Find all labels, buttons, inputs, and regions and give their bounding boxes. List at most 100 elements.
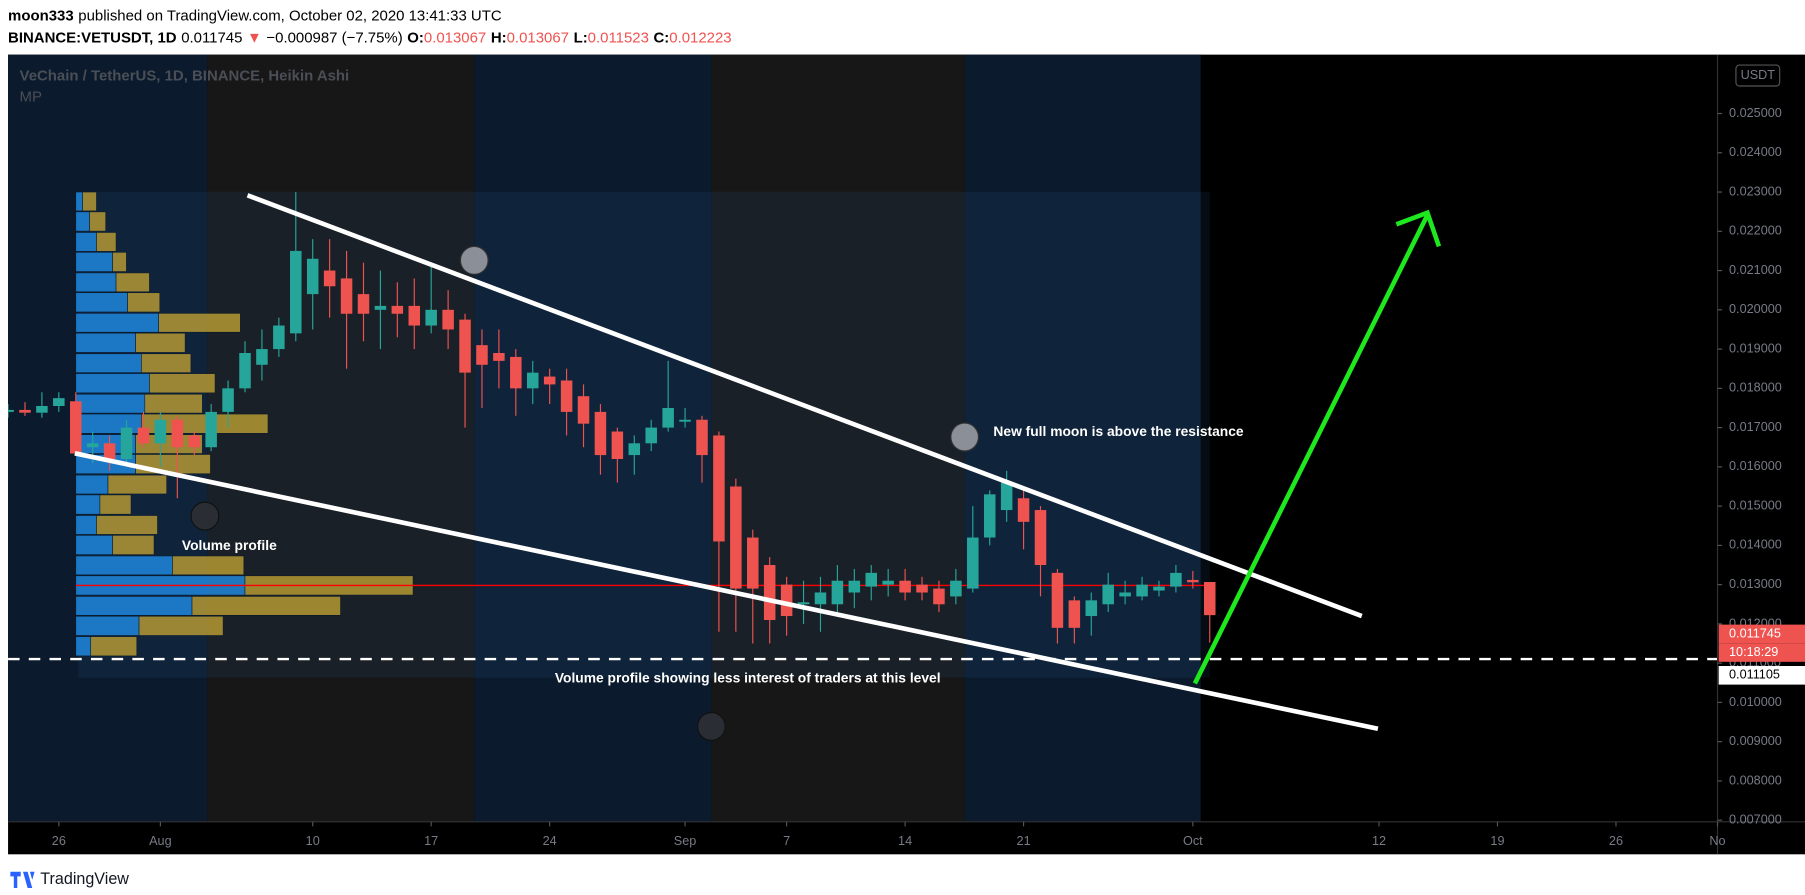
candle-body [476, 345, 488, 365]
profile-down [135, 434, 203, 454]
y-tick-label: 0.009000 [1729, 733, 1782, 748]
x-tick-label: 26 [52, 833, 66, 848]
profile-down [89, 211, 106, 232]
legend-subtitle: MP [20, 89, 42, 106]
candle-body [154, 419, 167, 444]
profile-up [75, 191, 83, 212]
candle-body [408, 305, 421, 326]
candle-body [306, 258, 319, 295]
band [964, 54, 1201, 822]
profile-up [75, 393, 146, 414]
band [711, 54, 965, 822]
candle-body [916, 584, 928, 593]
candle-body [120, 427, 133, 460]
candle-body [205, 411, 217, 448]
annotation: Volume profile [182, 537, 277, 553]
quote-part: 0.011523 [588, 29, 649, 46]
candle-body [560, 380, 573, 412]
candle-body [86, 443, 99, 448]
y-tick-label: 0.024000 [1729, 144, 1782, 159]
y-tick-label: 0.017000 [1729, 419, 1782, 434]
profile-up [75, 332, 136, 353]
candle-body [374, 305, 387, 310]
profile-down [112, 535, 155, 555]
x-tick-label: 7 [783, 833, 790, 848]
x-tick-label: 21 [1017, 833, 1031, 848]
candle-body [1051, 572, 1064, 628]
last-price: 0.011745 [1729, 625, 1781, 640]
candle-body [1102, 584, 1114, 605]
candle-body [1068, 600, 1081, 628]
candle-body [848, 580, 861, 593]
header-quote: BINANCE:VETUSDT, 1D 0.011745 ▼ −0.000987 (−… [8, 29, 732, 46]
y-tick-label: 0.007000 [1729, 812, 1782, 827]
candle-body [526, 372, 539, 389]
candle-body [983, 494, 996, 538]
candle-body [1203, 582, 1216, 616]
candle-body [645, 427, 657, 444]
brand: TradingView [10, 870, 129, 888]
line-price-box [1718, 666, 1805, 685]
candle-body [290, 250, 302, 334]
quote-part: O: [407, 29, 424, 46]
candle-body [577, 396, 590, 424]
profile-up [75, 373, 150, 394]
x-tick-label: Aug [149, 833, 172, 848]
candle-body [1017, 498, 1030, 522]
profile-down [96, 232, 117, 252]
quote-part: H: [491, 29, 507, 46]
x-tick-label: 12 [1372, 833, 1386, 848]
y-tick-label: 0.014000 [1729, 537, 1782, 552]
candle-body [340, 278, 353, 314]
candle-body [188, 435, 200, 448]
profile-up [75, 474, 109, 495]
profile-down [149, 373, 216, 394]
countdown: 10:18:29 [1729, 644, 1778, 659]
quote-part: −0.000987 (−7.75%) [266, 29, 402, 46]
candle-body [36, 406, 48, 413]
brand-name: TradingView [40, 870, 129, 888]
candle-body [137, 427, 150, 444]
quote-part: L: [574, 29, 588, 46]
profile-down [144, 393, 203, 414]
y-tick-label: 0.010000 [1729, 694, 1782, 709]
y-tick-label: 0.023000 [1729, 183, 1782, 198]
annotation: New full moon is above the resistance [993, 423, 1243, 439]
candle-body [594, 411, 607, 456]
x-tick-label: Sep [674, 833, 697, 848]
candle-body [1153, 586, 1165, 591]
y-tick-label: 0.025000 [1729, 105, 1782, 120]
band [207, 54, 475, 822]
profile-down [96, 515, 158, 535]
quote-part: 0.011745 [181, 29, 242, 46]
candle-body [543, 376, 556, 385]
x-tick-label: 17 [424, 833, 438, 848]
y-tick-label: 0.018000 [1729, 380, 1782, 395]
resistance-line [246, 193, 1363, 619]
candle-body [256, 349, 268, 365]
y-tick-label: 0.021000 [1729, 262, 1782, 277]
brand-logo [10, 871, 35, 889]
profile-up [75, 292, 128, 313]
candle-body [1085, 600, 1098, 617]
y-tick-label: 0.015000 [1729, 497, 1782, 512]
profile-down [99, 494, 132, 515]
candle-body [493, 353, 505, 361]
candle-body [730, 486, 742, 589]
candle-body [747, 537, 759, 589]
candle-body [391, 305, 404, 314]
candle-body [865, 572, 878, 587]
profile-up [75, 494, 101, 515]
candle-body [273, 325, 285, 350]
last-price-box [1718, 624, 1805, 644]
profile-down [115, 272, 150, 293]
candle-body [696, 419, 708, 456]
candle-body [53, 398, 65, 407]
candle-body [8, 409, 14, 412]
candle-body [763, 565, 776, 620]
new-moon [190, 501, 220, 531]
profile-up [75, 535, 113, 555]
candle-body [797, 602, 810, 605]
quote-part: C: [654, 29, 670, 46]
